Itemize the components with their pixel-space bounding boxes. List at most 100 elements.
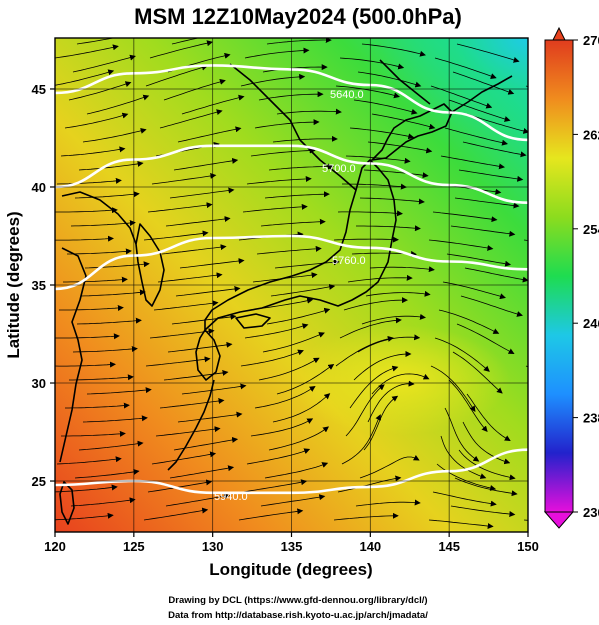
streamline <box>264 191 330 199</box>
streamline <box>458 169 524 182</box>
streamline <box>356 225 421 232</box>
streamline <box>339 57 405 70</box>
streamline <box>345 384 385 437</box>
streamline <box>157 272 223 283</box>
colorbar-tick-label: 262 <box>583 127 599 142</box>
coastline-asia-mainland <box>59 191 137 463</box>
streamline <box>171 313 237 325</box>
streamline <box>460 295 523 317</box>
coastline-hokkaido <box>371 103 453 161</box>
streamline <box>371 113 436 130</box>
streamline <box>462 421 511 465</box>
streamline <box>337 475 402 493</box>
streamline <box>272 393 331 423</box>
x-tick-label: 140 <box>359 539 381 554</box>
streamline <box>72 54 136 73</box>
streamline <box>60 146 126 157</box>
streamline <box>59 304 124 311</box>
streamline <box>432 211 498 223</box>
streamline <box>434 57 497 79</box>
streamline <box>466 113 528 134</box>
streamline <box>276 108 342 115</box>
streamline <box>78 160 144 171</box>
streamline <box>246 448 311 465</box>
streamline <box>145 64 208 87</box>
coastline-honshu <box>204 159 397 331</box>
x-tick-label: 150 <box>517 539 539 554</box>
streamline <box>82 415 148 423</box>
streamline <box>151 451 217 465</box>
streamline <box>64 112 129 129</box>
streamline <box>456 323 515 354</box>
streamline <box>61 430 126 437</box>
streamline <box>250 418 314 437</box>
streamline <box>80 289 146 297</box>
streamline <box>56 456 122 465</box>
chart-title: MSM 12Z10May2024 (500.0hPa) <box>134 4 462 29</box>
colorbar-tick-label: 238 <box>583 411 599 426</box>
coastline-russia <box>229 59 431 191</box>
streamline <box>339 317 402 339</box>
streamline <box>428 239 494 251</box>
streamline <box>440 155 505 170</box>
streamline <box>357 71 422 88</box>
streamline <box>434 337 490 372</box>
coastline-ryukyu <box>167 379 215 471</box>
credit-line-1: Drawing by DCL (https://www.gfd-dennou.o… <box>168 595 427 606</box>
streamline <box>56 177 122 185</box>
streamline <box>355 499 421 507</box>
streamline <box>353 351 412 381</box>
colorbar-max-triangle <box>552 26 566 41</box>
plot-area: 5640.0 5700.0 5760.0 5940.0 <box>55 38 528 532</box>
streamline <box>367 380 415 423</box>
streamline <box>244 47 310 59</box>
streamline <box>149 40 213 59</box>
y-tick-label: 30 <box>32 376 46 391</box>
streamline <box>177 126 242 143</box>
colorbar-tick-label: 246 <box>583 316 599 331</box>
streamline <box>244 323 309 339</box>
streamline <box>165 216 231 227</box>
streamline <box>167 341 233 353</box>
y-tick-label: 35 <box>32 278 46 293</box>
colorbar: 270 262 254 246 238 230 <box>543 26 599 529</box>
contour-label: 5700.0 <box>322 163 356 175</box>
streamline <box>74 468 140 479</box>
streamline <box>165 493 231 507</box>
contour-label: 5940.0 <box>214 491 248 503</box>
colorbar-tick-label: 254 <box>583 222 599 237</box>
streamline <box>159 109 223 129</box>
streamline <box>169 465 235 479</box>
y-tick-label: 40 <box>32 180 46 195</box>
streamline <box>254 119 320 129</box>
streamline <box>82 127 147 143</box>
warm-anomaly <box>290 325 510 435</box>
colorbar-ticks: 270 262 254 246 238 230 <box>573 33 599 520</box>
coastline-kyushu <box>195 329 221 381</box>
streamline <box>163 369 229 381</box>
streamline <box>63 276 128 283</box>
streamline <box>147 479 213 493</box>
streamline <box>342 183 407 190</box>
streamline <box>456 43 520 63</box>
streamline <box>369 266 435 273</box>
streamline <box>55 484 118 493</box>
x-tick-label: 135 <box>281 539 303 554</box>
streamline <box>55 333 120 340</box>
streamline <box>341 414 381 465</box>
streamline <box>151 172 217 185</box>
streamline <box>179 258 245 269</box>
streamline <box>448 99 511 122</box>
x-tick-label: 120 <box>44 539 66 554</box>
streamline <box>169 187 235 199</box>
streamline <box>70 219 136 227</box>
colorbar-tick-label: 230 <box>583 505 599 520</box>
streamline <box>240 349 304 367</box>
coastline-kuril <box>451 75 513 113</box>
colorbar-scale <box>544 39 574 513</box>
streamline <box>65 402 130 409</box>
contour-label: 5640.0 <box>330 89 364 101</box>
streamline <box>353 99 418 115</box>
coastline-taiwan <box>59 481 75 525</box>
streamline <box>349 127 415 140</box>
